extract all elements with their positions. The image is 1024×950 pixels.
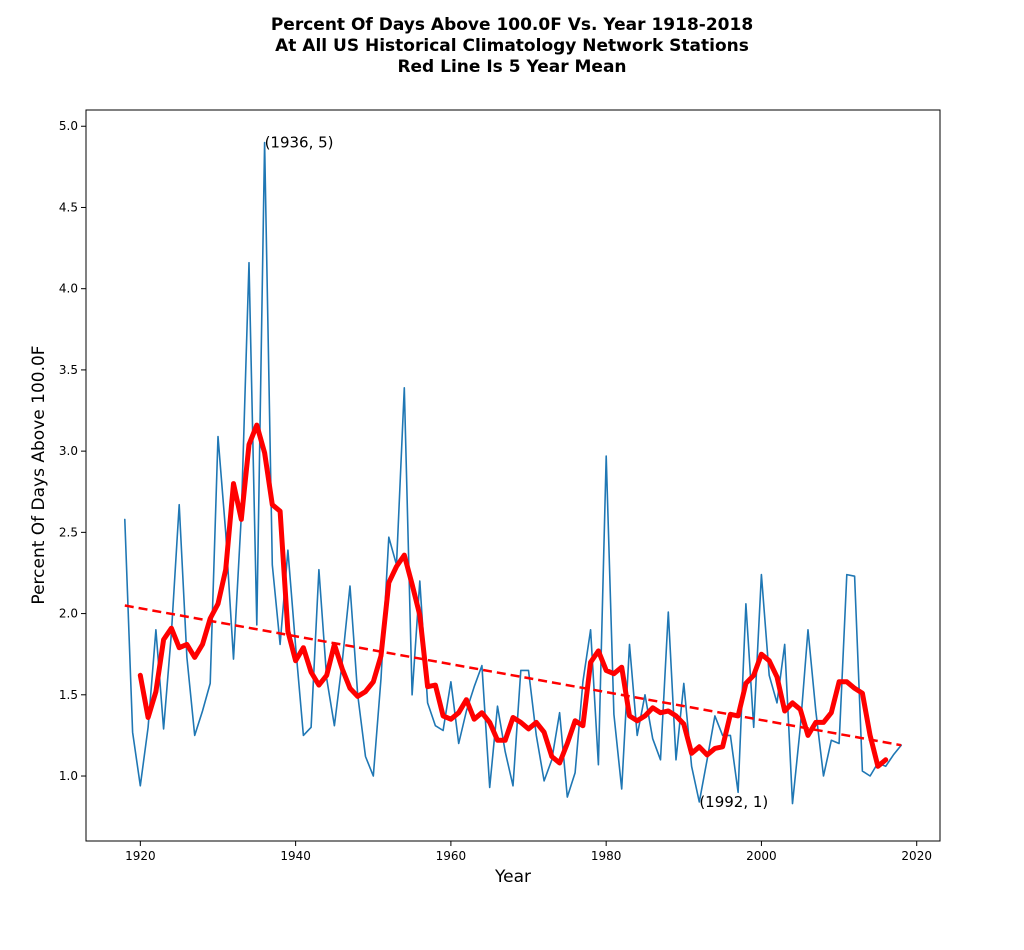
- x-tick-label: 2020: [901, 849, 932, 863]
- x-tick-label: 1960: [436, 849, 467, 863]
- x-axis-label: Year: [494, 867, 531, 887]
- x-tick-label: 1920: [125, 849, 156, 863]
- x-axis: 1920 1940 1960 1980 2000 2020: [125, 841, 932, 863]
- series-trend-line: [124, 604, 902, 747]
- y-axis-label: Percent Of Days Above 100.0F: [29, 345, 49, 604]
- y-tick-label: 4.5: [59, 200, 78, 214]
- y-tick-label: 5.0: [59, 119, 78, 133]
- y-tick-label: 2.0: [59, 607, 78, 621]
- x-tick-label: 1980: [591, 849, 622, 863]
- y-tick-label: 2.5: [59, 525, 78, 539]
- y-tick-label: 1.5: [59, 688, 78, 702]
- chart-title-line-3: Red Line Is 5 Year Mean: [397, 57, 626, 77]
- y-tick-label: 3.0: [59, 444, 78, 458]
- y-axis: 1.0 1.5 2.0 2.5 3.0 3.5 4.0 4.5 5.0: [59, 119, 86, 783]
- series-five-year-mean-line: [137, 422, 889, 769]
- x-tick-label: 2000: [746, 849, 777, 863]
- plot-area: [85, 109, 941, 842]
- y-tick-label: 1.0: [59, 769, 78, 783]
- x-tick-label: 1940: [280, 849, 311, 863]
- series-annual-line: [124, 141, 903, 805]
- chart-title-line-1: Percent Of Days Above 100.0F Vs. Year 19…: [271, 15, 753, 35]
- annotation-low: (1992, 1): [699, 793, 768, 811]
- chart-title-line-2: At All US Historical Climatology Network…: [275, 36, 749, 56]
- annotation-peak: (1936, 5): [265, 133, 334, 151]
- series-layer: [124, 141, 903, 805]
- y-tick-label: 3.5: [59, 363, 78, 377]
- y-tick-label: 4.0: [59, 282, 78, 296]
